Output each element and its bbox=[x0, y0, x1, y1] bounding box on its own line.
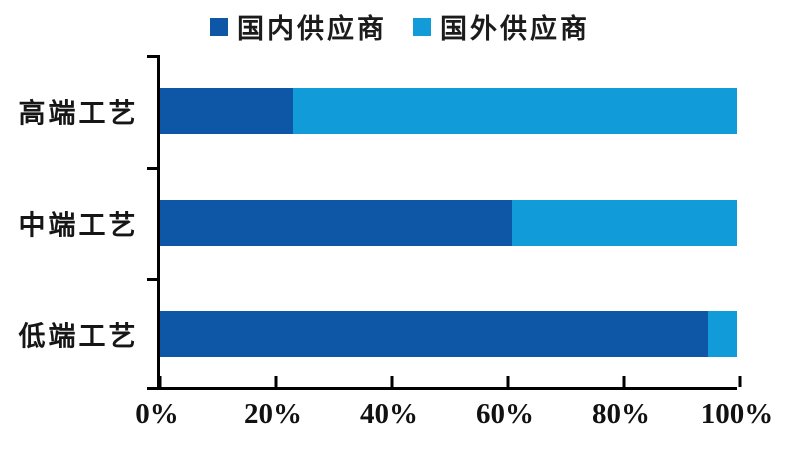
x-axis-tick bbox=[506, 376, 510, 387]
bar-segment-1 bbox=[511, 199, 737, 246]
x-axis-tick bbox=[738, 376, 742, 387]
category-axis-labels: 高端工艺中端工艺低端工艺 bbox=[6, 55, 151, 390]
category-label: 高端工艺 bbox=[18, 98, 139, 129]
x-axis-tick-label: 20% bbox=[244, 398, 302, 430]
x-axis-tick-label: 60% bbox=[476, 398, 534, 430]
legend-swatch-icon bbox=[210, 18, 228, 36]
bar-1 bbox=[160, 199, 737, 246]
bar-segment-1 bbox=[708, 311, 737, 358]
legend-item-0: 国内供应商 bbox=[210, 7, 387, 46]
x-axis-tick-label: 0% bbox=[135, 398, 179, 430]
legend-label: 国内供应商 bbox=[237, 13, 387, 44]
category-label: 中端工艺 bbox=[18, 210, 139, 240]
value-axis-labels: 0% 20% 40% 60% 80% 100% bbox=[135, 398, 773, 438]
y-axis-tick bbox=[147, 387, 158, 390]
x-axis-tick bbox=[158, 376, 162, 387]
x-axis-tick bbox=[274, 376, 278, 387]
legend-swatch-icon bbox=[413, 18, 431, 36]
y-axis-tick bbox=[147, 278, 158, 282]
x-axis-tick-label: 80% bbox=[592, 398, 650, 430]
x-axis-tick bbox=[390, 376, 394, 387]
plot-area bbox=[147, 55, 742, 390]
bar-segment-0 bbox=[160, 311, 709, 358]
x-axis-tick-label: 40% bbox=[360, 398, 418, 430]
bar-segment-1 bbox=[292, 87, 737, 134]
y-axis-tick bbox=[147, 166, 158, 170]
chart-legend: 国内供应商 国外供应商 bbox=[0, 6, 800, 46]
y-axis-tick bbox=[147, 55, 158, 58]
bar-0 bbox=[160, 87, 737, 134]
bar-2 bbox=[160, 311, 737, 358]
x-axis-tick-label: 100% bbox=[700, 398, 774, 430]
legend-item-1: 国外供应商 bbox=[413, 7, 590, 46]
category-label: 低端工艺 bbox=[18, 321, 139, 352]
bar-segment-0 bbox=[160, 199, 512, 246]
bar-segment-0 bbox=[160, 87, 293, 134]
x-axis-tick bbox=[622, 376, 626, 387]
legend-label: 国外供应商 bbox=[440, 13, 590, 44]
